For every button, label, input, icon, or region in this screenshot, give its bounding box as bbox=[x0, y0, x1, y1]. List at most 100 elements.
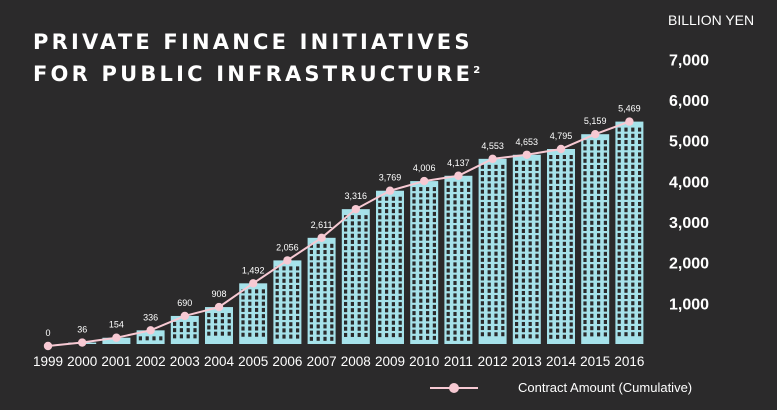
building-window bbox=[385, 289, 389, 294]
y-tick-label: 3,000 bbox=[669, 215, 709, 232]
building-window bbox=[590, 326, 594, 331]
building-window bbox=[549, 310, 553, 315]
building-window bbox=[617, 270, 621, 275]
building-window bbox=[515, 166, 519, 171]
building-window bbox=[603, 183, 607, 188]
building-window bbox=[494, 202, 498, 207]
building-window bbox=[535, 173, 539, 178]
building-window bbox=[309, 287, 313, 292]
building-window bbox=[426, 317, 430, 322]
building-window bbox=[494, 264, 498, 269]
building-window bbox=[494, 326, 498, 331]
building-window bbox=[364, 233, 368, 238]
building-window bbox=[562, 254, 566, 259]
building-window bbox=[624, 288, 628, 293]
building-window bbox=[350, 252, 354, 257]
building-window bbox=[432, 242, 436, 247]
building-window bbox=[617, 239, 621, 244]
building-window bbox=[501, 288, 505, 293]
building-window bbox=[467, 330, 471, 335]
building-window bbox=[432, 323, 436, 328]
building-window bbox=[391, 240, 395, 245]
building-window bbox=[296, 291, 300, 296]
building-window bbox=[590, 320, 594, 325]
building-window bbox=[549, 179, 553, 184]
building-window bbox=[631, 170, 635, 175]
building-window bbox=[617, 177, 621, 182]
building-window bbox=[480, 313, 484, 318]
building-window bbox=[453, 336, 457, 341]
building-window bbox=[426, 193, 430, 198]
building-window bbox=[617, 294, 621, 299]
building-window bbox=[549, 248, 553, 253]
building-window bbox=[501, 208, 505, 213]
building-window bbox=[296, 309, 300, 314]
building-window bbox=[597, 177, 601, 182]
building-window bbox=[603, 320, 607, 325]
building-window bbox=[624, 220, 628, 225]
building-window bbox=[412, 236, 416, 241]
building-window bbox=[556, 279, 560, 284]
building-window bbox=[145, 336, 149, 341]
building-window bbox=[487, 251, 491, 256]
building-window bbox=[597, 332, 601, 337]
building-window bbox=[385, 283, 389, 288]
building-window bbox=[391, 246, 395, 251]
building-window bbox=[549, 266, 553, 271]
building-window bbox=[282, 322, 286, 327]
building-window bbox=[350, 277, 354, 282]
building-window bbox=[255, 332, 259, 337]
building-window bbox=[556, 210, 560, 215]
building-window bbox=[432, 329, 436, 334]
building-window bbox=[624, 325, 628, 330]
building-window bbox=[412, 230, 416, 235]
building-window bbox=[501, 270, 505, 275]
building-window bbox=[446, 293, 450, 298]
building-window bbox=[569, 328, 573, 333]
building-window bbox=[432, 255, 436, 260]
building-window bbox=[398, 233, 402, 238]
building-window bbox=[562, 260, 566, 265]
building-window bbox=[528, 253, 532, 258]
building-window bbox=[467, 293, 471, 298]
building-window bbox=[597, 301, 601, 306]
building-window bbox=[426, 224, 430, 229]
building-window bbox=[590, 332, 594, 337]
building-window bbox=[624, 133, 628, 138]
data-label: 3,316 bbox=[345, 191, 368, 201]
building-window bbox=[583, 189, 587, 194]
building-window bbox=[227, 325, 231, 330]
building-window bbox=[603, 332, 607, 337]
building-window bbox=[330, 293, 334, 298]
building-window bbox=[528, 204, 532, 209]
building-window bbox=[638, 239, 642, 244]
building-window bbox=[296, 297, 300, 302]
building-window bbox=[569, 210, 573, 215]
building-window bbox=[515, 197, 519, 202]
building-window bbox=[521, 290, 525, 295]
building-window bbox=[583, 171, 587, 176]
building-window bbox=[227, 331, 231, 336]
building-window bbox=[309, 243, 313, 248]
building-window bbox=[453, 262, 457, 267]
building-window bbox=[412, 273, 416, 278]
building-window bbox=[419, 273, 423, 278]
building-window bbox=[487, 264, 491, 269]
building-window bbox=[261, 320, 265, 325]
building-window bbox=[453, 237, 457, 242]
building-window bbox=[549, 217, 553, 222]
building-window bbox=[624, 195, 628, 200]
building-window bbox=[549, 192, 553, 197]
building-window bbox=[412, 335, 416, 340]
building-window bbox=[562, 204, 566, 209]
building-window bbox=[590, 177, 594, 182]
building-window bbox=[590, 276, 594, 281]
building-window bbox=[638, 208, 642, 213]
building-window bbox=[398, 283, 402, 288]
building-window bbox=[412, 323, 416, 328]
building-window bbox=[323, 299, 327, 304]
building-window bbox=[583, 227, 587, 232]
y-tick-label: 6,000 bbox=[669, 93, 709, 110]
building-window bbox=[296, 328, 300, 333]
building-window bbox=[309, 336, 313, 341]
